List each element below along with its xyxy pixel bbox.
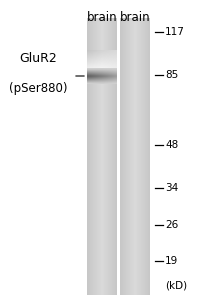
Text: 117: 117 bbox=[165, 27, 185, 37]
Text: (kD): (kD) bbox=[165, 280, 187, 290]
Text: brain: brain bbox=[87, 11, 117, 24]
Text: brain: brain bbox=[120, 11, 150, 24]
Text: 19: 19 bbox=[165, 256, 178, 266]
Text: GluR2: GluR2 bbox=[19, 52, 57, 65]
Text: 85: 85 bbox=[165, 70, 178, 80]
Text: 34: 34 bbox=[165, 183, 178, 193]
Text: 48: 48 bbox=[165, 140, 178, 150]
Text: (pSer880): (pSer880) bbox=[9, 82, 67, 95]
Text: 26: 26 bbox=[165, 220, 178, 230]
